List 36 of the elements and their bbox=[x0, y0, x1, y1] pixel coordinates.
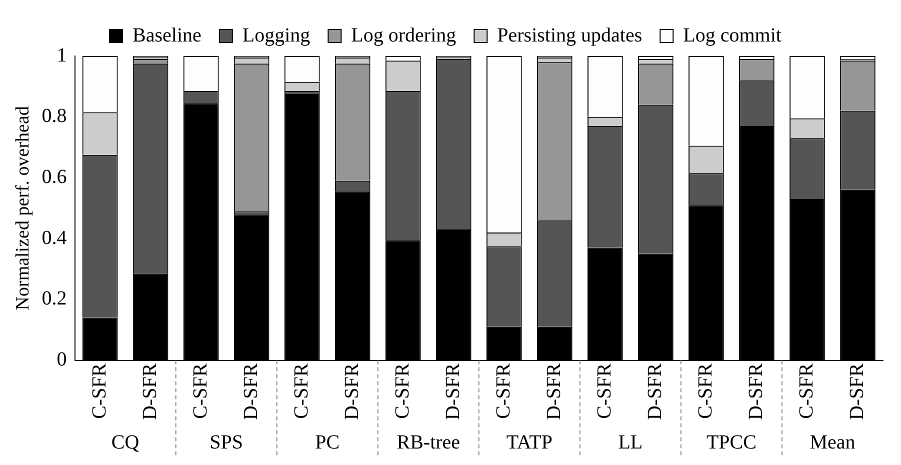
x-tick-label: C-SFR bbox=[593, 362, 616, 419]
x-tick-label: D-SFR bbox=[240, 362, 262, 420]
y-tick-label: 1 bbox=[56, 44, 67, 66]
x-tick-label: C-SFR bbox=[391, 362, 414, 419]
text: PC bbox=[315, 431, 340, 454]
y-tick-label: 0.8 bbox=[42, 105, 67, 128]
legend-label: Logging bbox=[242, 24, 310, 46]
legend-label: Baseline bbox=[132, 24, 202, 46]
text: CQ bbox=[111, 431, 140, 454]
legend-label: Persisting updates bbox=[497, 24, 642, 46]
legend-label: Log ordering bbox=[351, 24, 456, 46]
x-tick-label: D-SFR bbox=[846, 362, 868, 420]
x-tick-label: D-SFR bbox=[442, 362, 464, 420]
text: TATP bbox=[506, 431, 553, 454]
x-tick-label: D-SFR bbox=[744, 362, 767, 420]
x-tick-label: D-SFR bbox=[542, 362, 565, 420]
x-tick-label: C-SFR bbox=[795, 362, 818, 419]
x-tick-label: C-SFR bbox=[492, 362, 514, 419]
x-tick-label: C-SFR bbox=[189, 362, 212, 419]
y-tick-label: 0 bbox=[56, 348, 67, 371]
legend-label: Log commit bbox=[683, 24, 782, 46]
text: RB-tree bbox=[396, 431, 460, 454]
text: TPCC bbox=[706, 431, 756, 454]
x-tick-label: C-SFR bbox=[694, 362, 716, 419]
text: Mean bbox=[810, 431, 856, 454]
x-tick-label: D-SFR bbox=[138, 362, 161, 420]
x-tick-label: D-SFR bbox=[644, 362, 666, 420]
y-tick-label: 0.2 bbox=[42, 288, 67, 310]
y-tick-label: 0.6 bbox=[42, 166, 67, 188]
y-axis-title: Normalized perf. overhead bbox=[12, 106, 34, 310]
text: SPS bbox=[210, 431, 244, 454]
text: LL bbox=[618, 431, 643, 454]
x-tick-label: D-SFR bbox=[340, 362, 363, 420]
y-tick-label: 0.4 bbox=[42, 226, 67, 249]
x-tick-label: C-SFR bbox=[290, 362, 312, 419]
x-tick-label: C-SFR bbox=[88, 362, 110, 419]
